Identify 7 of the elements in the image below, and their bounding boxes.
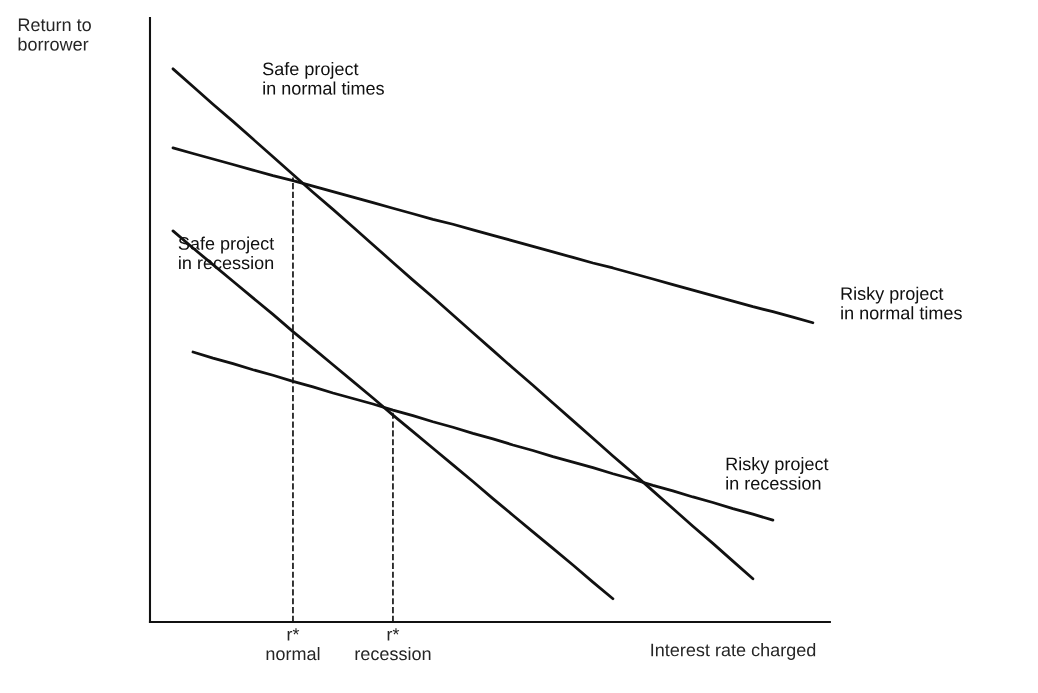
text: Safe project in normal times [262,62,384,95]
series-label: Risky project in recession [726,457,829,490]
x-tick-label: r* normal [266,628,320,661]
series-label: Risky project in normal times [841,286,962,320]
x-axis-title: Interest rate charged [651,643,816,660]
x-tick-label: r* recession [355,628,431,661]
y-axis-title: Return to borrower [18,18,91,51]
